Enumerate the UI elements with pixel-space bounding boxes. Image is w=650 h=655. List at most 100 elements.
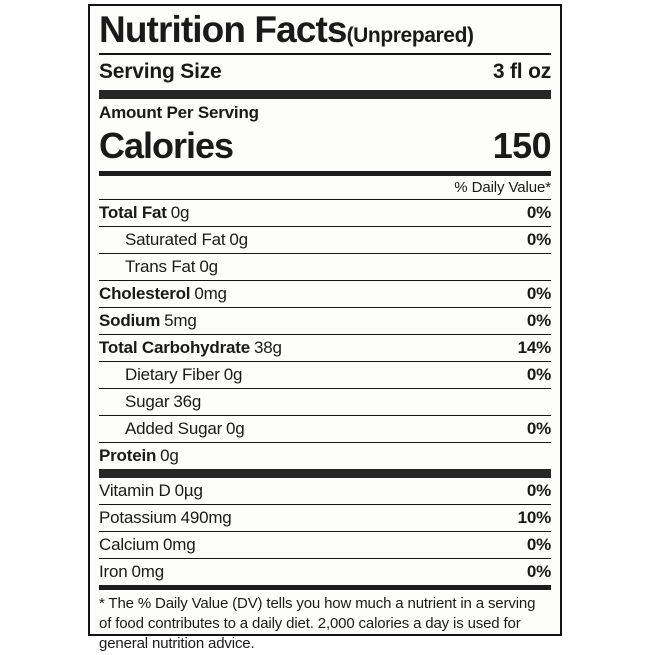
divider-row (99, 414, 551, 416)
divider-row (99, 503, 551, 505)
table-row: Vitamin D 0µg 0% (99, 478, 551, 504)
divider-row (99, 306, 551, 308)
nutrient-amount: 0g (170, 202, 190, 222)
nutrient-amount: 490mg (180, 507, 232, 527)
divider-row (99, 557, 551, 559)
nutrition-facts-panel: Nutrition Facts (Unprepared) Serving Siz… (88, 4, 562, 652)
divider-under-calories (99, 170, 551, 176)
divider-row (99, 279, 551, 281)
nutrient-name: Saturated Fat (125, 229, 226, 249)
nutrient-name: Sodium (99, 310, 161, 330)
serving-size-value: 3 fl oz (492, 59, 551, 83)
divider-row (99, 360, 551, 362)
nutrient-amount: 0g (199, 256, 218, 276)
table-row: Sugar 36g (99, 389, 551, 415)
table-row: Saturated Fat 0g 0% (99, 227, 551, 253)
table-row: Protein 0g (99, 443, 551, 469)
nutrient-name: Potassium (99, 507, 177, 527)
daily-value-footnote: * The % Daily Value (DV) tells you how m… (99, 594, 536, 652)
nutrient-amount: 38g (254, 337, 282, 357)
nutrient-amount: 0g (160, 445, 179, 465)
calories-label: Calories (99, 124, 234, 166)
table-row: Iron 0mg 0% (99, 559, 551, 585)
nutrient-name: Calcium (99, 534, 160, 554)
table-row: Added Sugar 0g 0% (99, 416, 551, 442)
divider-under-title (99, 52, 551, 55)
table-row: Cholesterol 0mg 0% (99, 281, 551, 307)
nutrient-list: Total Fat 0g 0% Saturated Fat 0g 0% Trans … (99, 198, 551, 469)
title-suffix: (Unprepared) (346, 24, 474, 47)
nutrient-dv: 0% (526, 561, 551, 581)
divider-thick-above-amount (99, 89, 551, 99)
nutrient-label: Saturated Fat 0g (125, 230, 248, 250)
nutrient-dv: 0% (526, 534, 551, 554)
nutrient-name: Dietary Fiber (125, 364, 220, 384)
divider-row (99, 387, 551, 389)
nutrient-label: Total Carbohydrate 38g (99, 338, 282, 358)
table-row: Sodium 5mg 0% (99, 308, 551, 334)
nutrient-label: Potassium 490mg (99, 508, 232, 528)
divider-row (99, 225, 551, 227)
nutrient-name: Iron (99, 561, 128, 581)
table-row: Total Fat 0g 0% (99, 200, 551, 226)
divider-row (99, 333, 551, 335)
nutrient-amount: 0g (223, 364, 243, 384)
divider-row (99, 198, 551, 200)
nutrient-label: Protein 0g (99, 446, 179, 466)
nutrient-dv: 14% (517, 337, 552, 357)
nutrient-dv: 10% (517, 507, 552, 527)
nutrient-name: Sugar (125, 391, 170, 411)
nutrient-dv: 0% (526, 202, 551, 222)
nutrient-dv: 0% (526, 283, 551, 303)
nutrient-dv: 0% (526, 310, 551, 330)
nutrient-name: Added Sugar (125, 418, 223, 438)
nutrient-name: Vitamin D (99, 480, 171, 500)
divider-row (99, 252, 551, 254)
table-row: Calcium 0mg 0% (99, 532, 551, 558)
nutrient-name: Protein (99, 445, 157, 465)
page-title: Nutrition Facts (99, 9, 347, 50)
micronutrient-list: Vitamin D 0µg 0% Potassium 490mg 10% Calci… (99, 478, 551, 585)
nutrient-label: Vitamin D 0µg (99, 481, 203, 501)
nutrient-label: Iron 0mg (99, 562, 164, 582)
daily-value-header: % Daily Value* (454, 178, 551, 196)
nutrient-amount: 0g (226, 418, 245, 438)
table-row: Total Carbohydrate 38g 14% (99, 335, 551, 361)
nutrient-amount: 0mg (163, 534, 196, 554)
table-row: Potassium 490mg 10% (99, 505, 551, 531)
amount-per-serving-label: Amount Per Serving (99, 102, 259, 122)
nutrient-dv: 0% (526, 229, 551, 249)
nutrient-label: Sodium 5mg (99, 311, 197, 331)
nutrient-dv: 0% (526, 480, 551, 500)
nutrient-label: Calcium 0mg (99, 535, 196, 555)
calories-row: Calories 150 (99, 124, 552, 171)
nutrient-amount: 36g (173, 391, 202, 411)
serving-size-row: Serving Size 3 fl oz (99, 55, 551, 90)
divider-thick-above-micronutrients (99, 468, 551, 478)
serving-size-label: Serving Size (99, 59, 222, 83)
nutrient-dv: 0% (526, 364, 551, 384)
nutrient-label: Added Sugar 0g (125, 419, 245, 439)
table-row: Dietary Fiber 0g 0% (99, 362, 551, 388)
nutrient-label: Sugar 36g (125, 392, 201, 412)
nutrient-name: Cholesterol (99, 283, 191, 303)
nutrient-name: Total Carbohydrate (99, 337, 250, 357)
nutrient-label: Dietary Fiber 0g (125, 365, 242, 385)
nutrient-dv: 0% (526, 418, 551, 438)
table-row: Trans Fat 0g (99, 254, 551, 280)
divider-above-footnote (99, 584, 551, 590)
nutrient-name: Total Fat (99, 202, 167, 222)
nutrient-label: Trans Fat 0g (125, 257, 218, 277)
nutrient-name: Trans Fat (125, 256, 196, 276)
nutrient-amount: 0mg (131, 561, 165, 581)
nutrient-amount: 0mg (194, 283, 227, 303)
nutrient-label: Total Fat 0g (99, 203, 189, 223)
nutrient-label: Cholesterol 0mg (99, 284, 227, 304)
panel-title-row: Nutrition Facts (Unprepared) (99, 6, 551, 53)
nutrient-amount: 0g (229, 229, 248, 249)
calories-value: 150 (492, 124, 552, 166)
divider-row (99, 530, 551, 532)
nutrient-amount: 0µg (174, 480, 203, 500)
divider-row (99, 441, 551, 443)
